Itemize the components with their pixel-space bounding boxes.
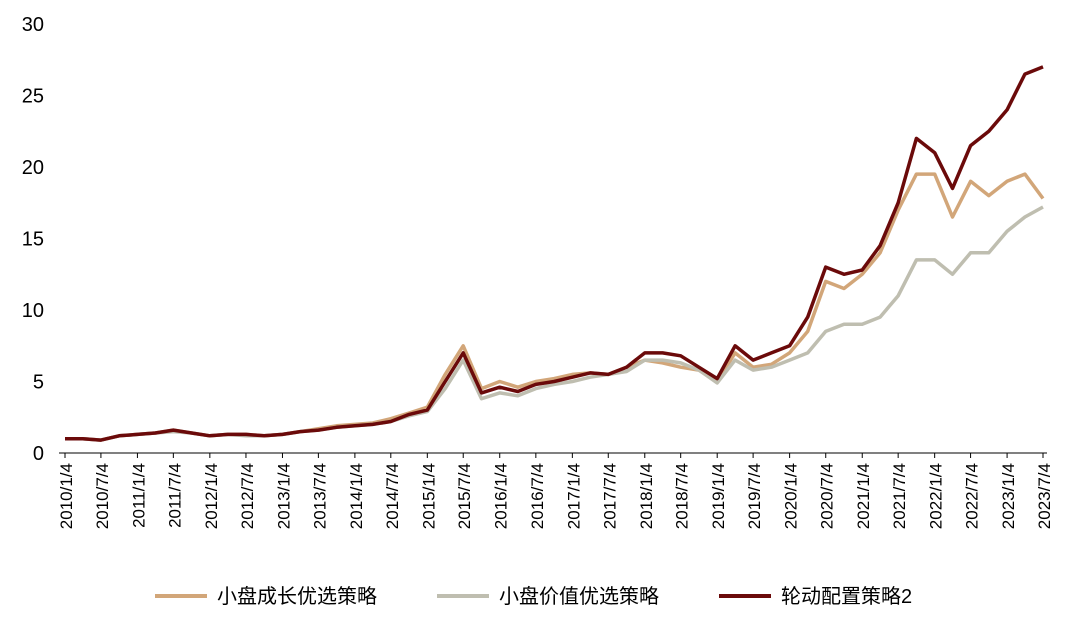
x-tick-label: 2021/1/4 [854,463,873,529]
x-tick-label: 2016/7/4 [528,463,547,529]
x-tick-label: 2020/7/4 [818,463,837,529]
x-tick-label: 2020/1/4 [782,463,801,529]
x-tick-label: 2018/1/4 [637,463,656,529]
y-tick-label: 25 [22,86,44,108]
x-tick-label: 2015/1/4 [419,463,438,529]
x-tick-label: 2014/1/4 [347,463,366,529]
y-tick-label: 20 [22,157,44,179]
x-tick-label: 2015/7/4 [455,463,474,529]
y-tick-label: 10 [22,300,44,322]
y-tick-label: 5 [33,372,44,394]
x-tick-label: 2022/1/4 [927,463,946,529]
series-line [65,65,1044,442]
x-tick-label: 2011/7/4 [165,463,184,528]
legend-label: 轮动配置策略2 [781,585,912,608]
series-line [65,205,1044,442]
x-tick-label: 2016/1/4 [492,463,511,529]
x-tick-label: 2012/7/4 [238,463,257,529]
x-tick-label: 2017/7/4 [600,463,619,529]
x-tick-label: 2018/7/4 [673,463,692,529]
x-tick-label: 2011/1/4 [129,463,148,528]
x-tick-label: 2019/1/4 [709,463,728,529]
x-tick-label: 2022/7/4 [963,463,982,529]
x-tick-label: 2010/1/4 [57,463,76,529]
legend-label: 小盘价值优选策略 [499,585,659,608]
x-tick-label: 2010/7/4 [93,463,112,529]
series-line [65,172,1045,442]
x-tick-label: 2021/7/4 [890,463,909,529]
x-tick-label: 2013/7/4 [310,463,329,529]
y-tick-label: 0 [33,443,44,465]
x-tick-label: 2017/1/4 [564,463,583,529]
x-tick-label: 2019/7/4 [745,463,764,529]
x-tick-label: 2014/7/4 [383,463,402,529]
y-tick-label: 15 [22,229,44,251]
x-tick-label: 2023/7/4 [1035,463,1054,529]
y-tick-label: 30 [22,14,44,36]
x-tick-label: 2023/1/4 [999,463,1018,529]
x-tick-label: 2012/1/4 [202,463,221,529]
x-tick-label: 2013/1/4 [274,463,293,529]
legend-label: 小盘成长优选策略 [217,585,377,608]
